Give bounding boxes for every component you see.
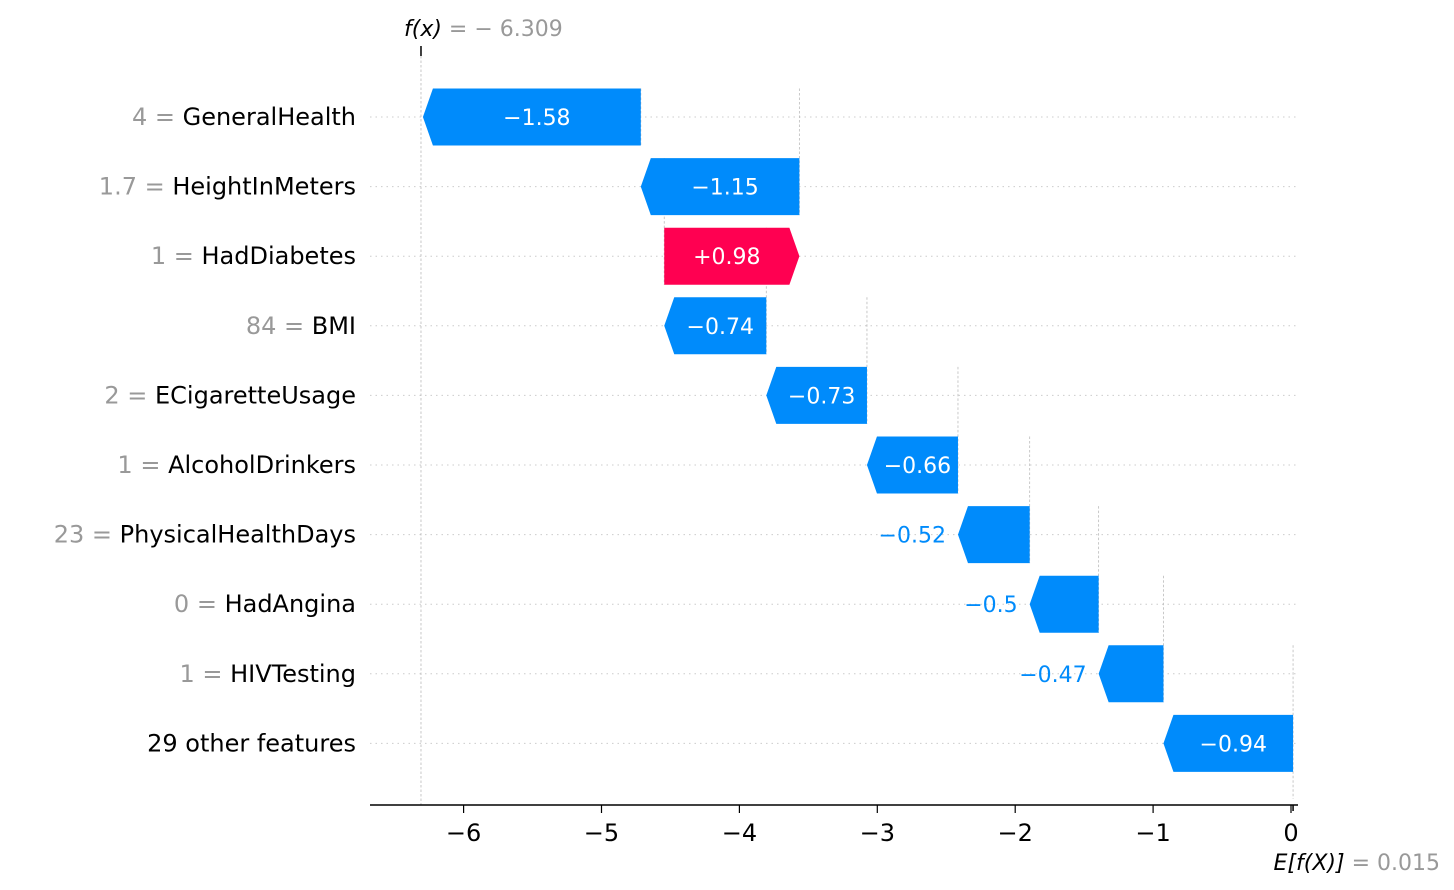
feature-value: 1 =: [117, 451, 168, 479]
efx-prefix: E[f(X)]: [1274, 851, 1345, 876]
bar-value-label: −1.58: [503, 106, 570, 131]
bar-alcoholdrinkers: [866, 436, 958, 494]
feature-name: HadAngina: [225, 590, 356, 618]
feature-label: 2 = ECigaretteUsage: [104, 381, 356, 409]
x-tick-label: 0: [1283, 819, 1298, 847]
bar-heightinmeters: [640, 158, 800, 216]
feature-value: 1 =: [179, 660, 230, 688]
bar-labels: −1.58 −1.15 +0.98 −0.74 −0.73 −0.66 −0.52 −0.5 −…: [503, 106, 1267, 757]
feature-label: 1 = HadDiabetes: [151, 242, 356, 270]
feature-label: 1 = HIVTesting: [179, 660, 356, 688]
x-tick-label: −1: [1135, 819, 1170, 847]
feature-value: 84 =: [246, 312, 312, 340]
feature-name: HIVTesting: [230, 660, 356, 688]
x-tick-label: −3: [860, 819, 895, 847]
bar-physicalhealthdays: [957, 506, 1030, 564]
feature-name: GeneralHealth: [183, 103, 356, 131]
feature-value: 1 =: [151, 242, 202, 270]
bar-value-label: −1.15: [691, 176, 758, 201]
efx-annotation: E[f(X)] = 0.015: [1274, 851, 1440, 876]
feature-value: 0 =: [174, 590, 225, 618]
feature-label: 4 = GeneralHealth: [132, 103, 356, 131]
bar-generalhealth: [422, 88, 641, 146]
bar-hadangina: [1029, 575, 1099, 633]
feature-label: 0 = HadAngina: [174, 590, 356, 618]
fx-annotation: f(x) = − 6.309: [404, 17, 563, 42]
feature-name: 29 other features: [147, 729, 356, 757]
bars: [422, 88, 1294, 772]
efx-value: = 0.015: [1345, 851, 1440, 876]
fx-prefix: f(x): [404, 17, 442, 42]
feature-name: BMI: [312, 312, 356, 340]
bar-value-label: −0.74: [687, 315, 754, 340]
feature-value: 1.7 =: [99, 173, 173, 201]
feature-label: 1.7 = HeightInMeters: [99, 173, 356, 201]
feature-name: HadDiabetes: [201, 242, 356, 270]
feature-label: 84 = BMI: [246, 312, 356, 340]
x-axis: −6 −5 −4 −3 −2 −1 0: [370, 804, 1299, 847]
feature-value: 23 =: [54, 521, 120, 549]
feature-labels: 4 = GeneralHealth 1.7 = HeightInMeters 1 =…: [54, 103, 356, 757]
feature-name: PhysicalHealthDays: [120, 521, 356, 549]
bar-value-label: −0.5: [964, 593, 1017, 618]
bar-value-label: −0.47: [1019, 663, 1086, 688]
fx-value: = − 6.309: [442, 17, 563, 42]
feature-name: HeightInMeters: [172, 173, 356, 201]
bar-value-label: −0.66: [884, 454, 951, 479]
annotations: f(x) = − 6.309 E[f(X)] = 0.015: [404, 17, 1440, 876]
bar-29-other-features: [1163, 714, 1294, 772]
feature-value: 4 =: [132, 103, 183, 131]
bar-value-label: −0.94: [1200, 732, 1267, 757]
feature-name: ECigaretteUsage: [155, 381, 356, 409]
feature-name: AlcoholDrinkers: [168, 451, 356, 479]
bar-hivtesting: [1098, 645, 1164, 703]
feature-label: 29 other features: [147, 729, 356, 757]
bar-haddiabetes: [664, 227, 800, 285]
bar-value-label: −0.73: [788, 384, 855, 409]
feature-label: 23 = PhysicalHealthDays: [54, 521, 356, 549]
x-tick-label: −6: [446, 819, 481, 847]
feature-value: 2 =: [104, 381, 155, 409]
x-tick-label: −2: [998, 819, 1033, 847]
x-tick-label: −4: [722, 819, 757, 847]
bar-value-label: +0.98: [693, 245, 760, 270]
bar-bmi: [664, 297, 767, 355]
x-tick-label: −5: [584, 819, 619, 847]
bar-ecigaretteusage: [766, 366, 867, 424]
bar-value-label: −0.52: [879, 524, 946, 549]
feature-label: 1 = AlcoholDrinkers: [117, 451, 356, 479]
